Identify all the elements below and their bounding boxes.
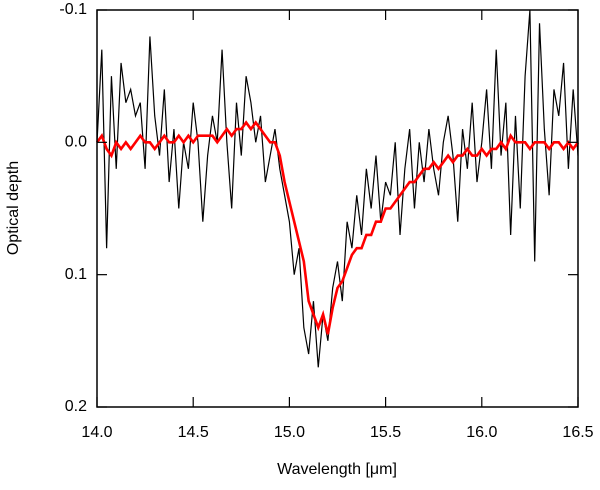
- series-line: [96, 9, 579, 368]
- x-tick-label: 16.5: [562, 424, 593, 441]
- y-tick-label: 0.0: [65, 134, 87, 151]
- x-tick-label: 15.0: [274, 424, 305, 441]
- plot-frame: [96, 9, 579, 408]
- y-axis-label: Optical depth: [5, 161, 22, 255]
- x-axis-label: Wavelength [μm]: [277, 461, 397, 478]
- x-tick-label: 14.0: [81, 424, 112, 441]
- series-line: [95, 120, 580, 335]
- x-tick-label: 16.0: [466, 424, 497, 441]
- x-tick-label: 15.5: [370, 424, 401, 441]
- y-tick-label: -0.1: [59, 1, 87, 18]
- y-tick-label: 0.1: [65, 266, 87, 283]
- y-tick-label: 0.2: [65, 398, 87, 415]
- x-tick-label: 14.5: [178, 424, 209, 441]
